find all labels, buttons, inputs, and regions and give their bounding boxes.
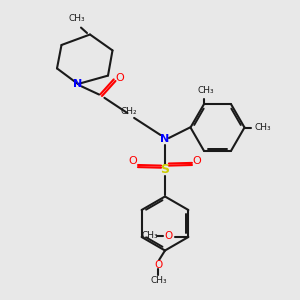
Text: CH₃: CH₃ [254,123,271,132]
Text: O: O [116,73,124,83]
Text: O: O [128,155,137,166]
Text: O: O [154,260,163,271]
Text: S: S [160,163,169,176]
Text: CH₃: CH₃ [142,231,159,240]
Text: N: N [160,134,169,145]
Text: CH₂: CH₂ [121,107,137,116]
Text: CH₃: CH₃ [197,86,214,95]
Text: O: O [164,231,172,241]
Text: CH₃: CH₃ [150,276,167,285]
Text: N: N [74,79,82,89]
Text: O: O [193,155,202,166]
Text: CH₃: CH₃ [68,14,85,23]
